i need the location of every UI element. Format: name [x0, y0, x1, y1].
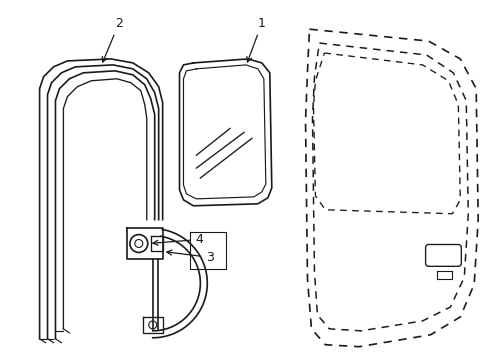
- Text: 3: 3: [166, 250, 214, 264]
- Text: 4: 4: [153, 233, 203, 246]
- Text: 1: 1: [246, 17, 265, 62]
- Text: 2: 2: [102, 17, 122, 62]
